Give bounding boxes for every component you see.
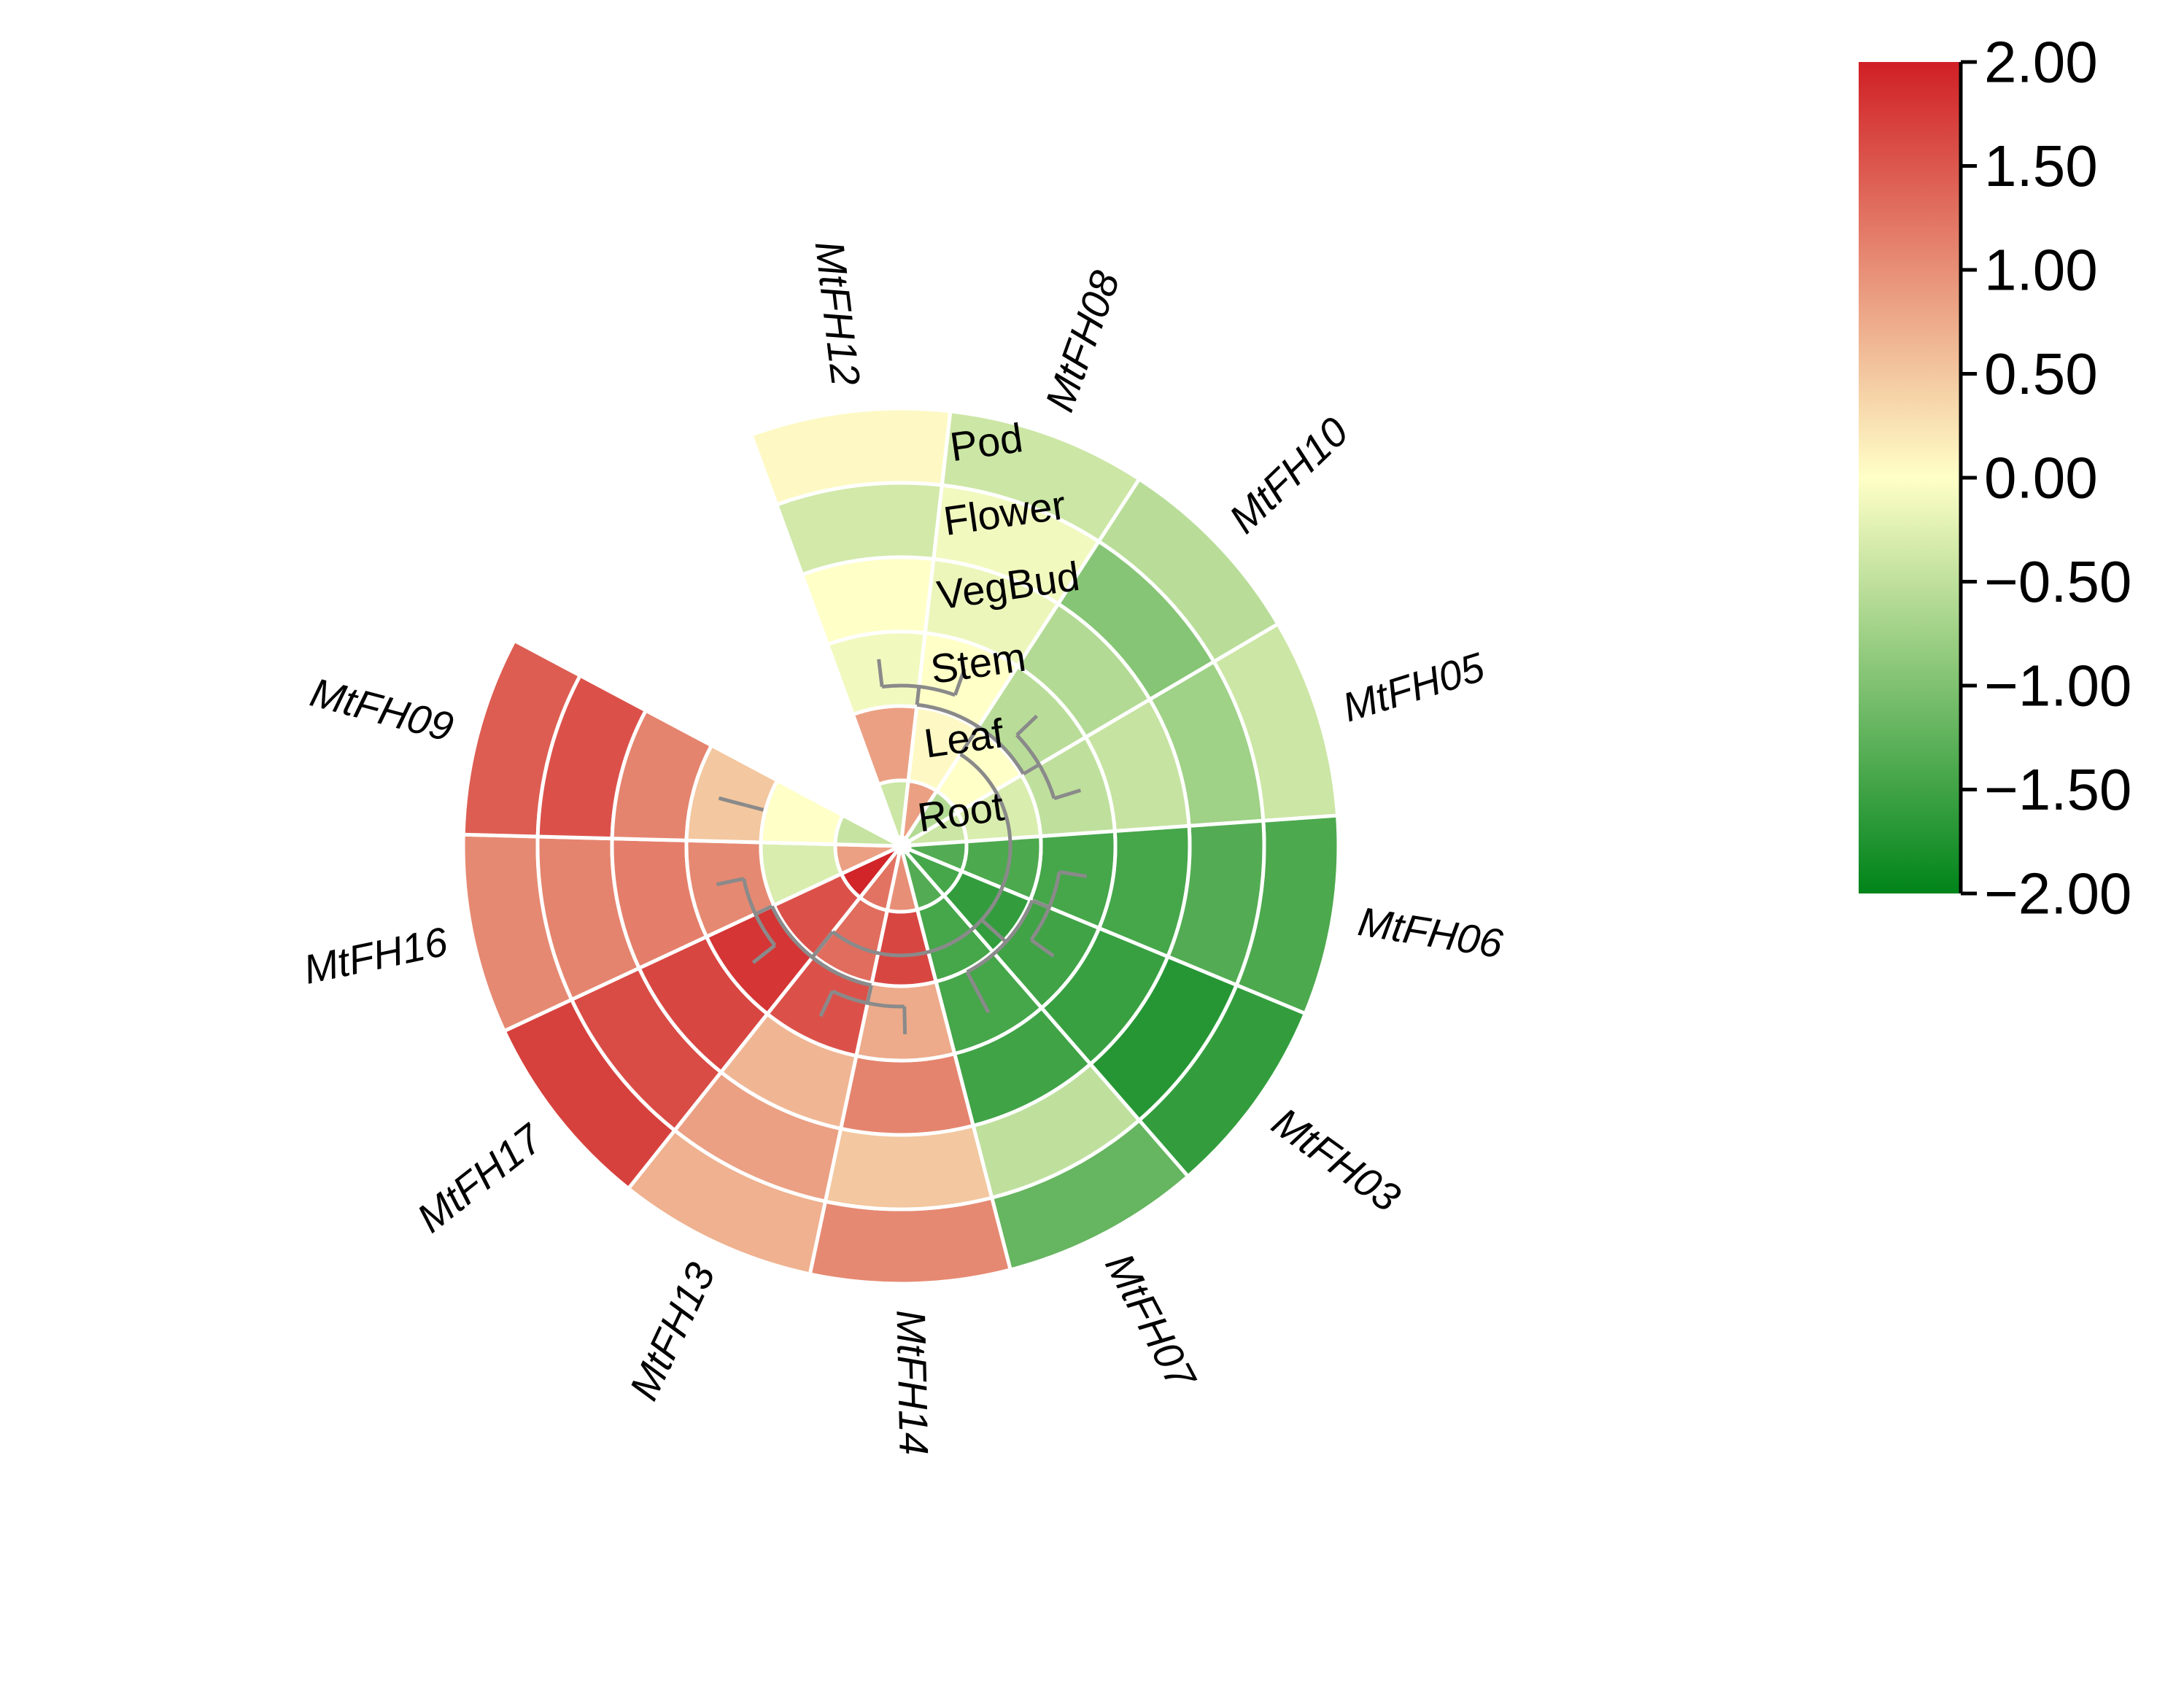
colorbar-tick-label: 0.00 — [1984, 446, 2098, 511]
dendrogram-branch — [1015, 714, 1039, 737]
colorbar-tick-label: −0.50 — [1984, 549, 2131, 614]
dendrogram-branch — [745, 803, 764, 812]
cell-mtfh12-stem — [825, 629, 928, 717]
colorbar-tick-label: 2.00 — [1984, 30, 2098, 95]
dendrogram-branch — [916, 702, 1026, 775]
colorbar-tick-label: 1.00 — [1984, 238, 2098, 303]
cell-mtfh14-flower — [823, 1123, 994, 1211]
dendrogram-branch — [877, 659, 884, 687]
dendrogram-branch — [818, 990, 835, 1017]
cell-mtfh12-leaf — [851, 704, 919, 787]
gene-label-mtfh10: MtFH10 — [1220, 408, 1357, 542]
dendrogram-branch — [974, 987, 991, 1014]
dendrogram-branch — [754, 904, 773, 916]
colorbar-tick-label: −1.00 — [1984, 654, 2131, 718]
tissue-label-leaf: Leaf — [921, 710, 1007, 767]
colorbar-tick-label: −2.00 — [1984, 861, 2131, 926]
dendrogram-branch — [1030, 938, 1055, 958]
cell-mtfh14-vegbud — [838, 1051, 976, 1137]
cell-mtfh09-leaf — [759, 778, 845, 847]
dendrogram-branch — [980, 918, 1007, 944]
dendrogram-branch — [865, 985, 873, 1004]
dendrogram — [716, 659, 1088, 1034]
dendrogram-branch — [959, 726, 980, 756]
gene-label-mtfh06: MtFH06 — [1355, 898, 1507, 966]
dendrogram-branch — [1022, 763, 1040, 776]
gene-label-mtfh07: MtFH07 — [1096, 1246, 1205, 1397]
gene-label-mtfh14: MtFH14 — [888, 1309, 937, 1455]
dendrogram-branch — [1053, 788, 1082, 801]
tissue-label-pod: Pod — [947, 414, 1025, 470]
dendrogram-branch — [770, 905, 872, 988]
dendrogram-branch — [718, 796, 746, 807]
gene-label-mtfh05: MtFH05 — [1337, 643, 1490, 730]
dendrogram-branch — [832, 753, 1012, 958]
colorbar-tick-label: 1.50 — [1984, 133, 2098, 198]
colorbar-tick-label: −1.50 — [1984, 757, 2131, 822]
dendrogram-branch — [915, 686, 921, 705]
gene-label-mtfh13: MtFH13 — [620, 1256, 724, 1407]
dendrogram-branch — [1031, 899, 1050, 910]
gene-label-mtfh12: MtFH12 — [807, 239, 870, 388]
colorbar: 2.00 1.50 1.00 0.50 0.00 −0.50 −1.00 −1.50 −2.00 — [1859, 30, 2131, 926]
dendrogram-branch — [953, 668, 967, 696]
dendrogram-branch — [751, 944, 776, 964]
dendrogram-branch — [1058, 869, 1088, 878]
gene-label-mtfh17: MtFH17 — [408, 1114, 552, 1241]
gene-label-mtfh09: MtFH09 — [306, 669, 458, 751]
gene-label-mtfh03: MtFH03 — [1264, 1098, 1409, 1220]
colorbar-tick-label: 0.50 — [1984, 341, 2098, 406]
colorbar-gradient — [1859, 62, 1961, 893]
dendrogram-branch — [965, 971, 977, 989]
gene-label-mtfh16: MtFH16 — [300, 918, 452, 993]
heatmap-cells — [461, 406, 1341, 1286]
cell-mtfh09-root — [833, 813, 912, 853]
gene-label-mtfh08: MtFH08 — [1036, 265, 1128, 417]
dendrogram-branch — [810, 930, 835, 959]
dendrogram-branch — [716, 877, 745, 886]
